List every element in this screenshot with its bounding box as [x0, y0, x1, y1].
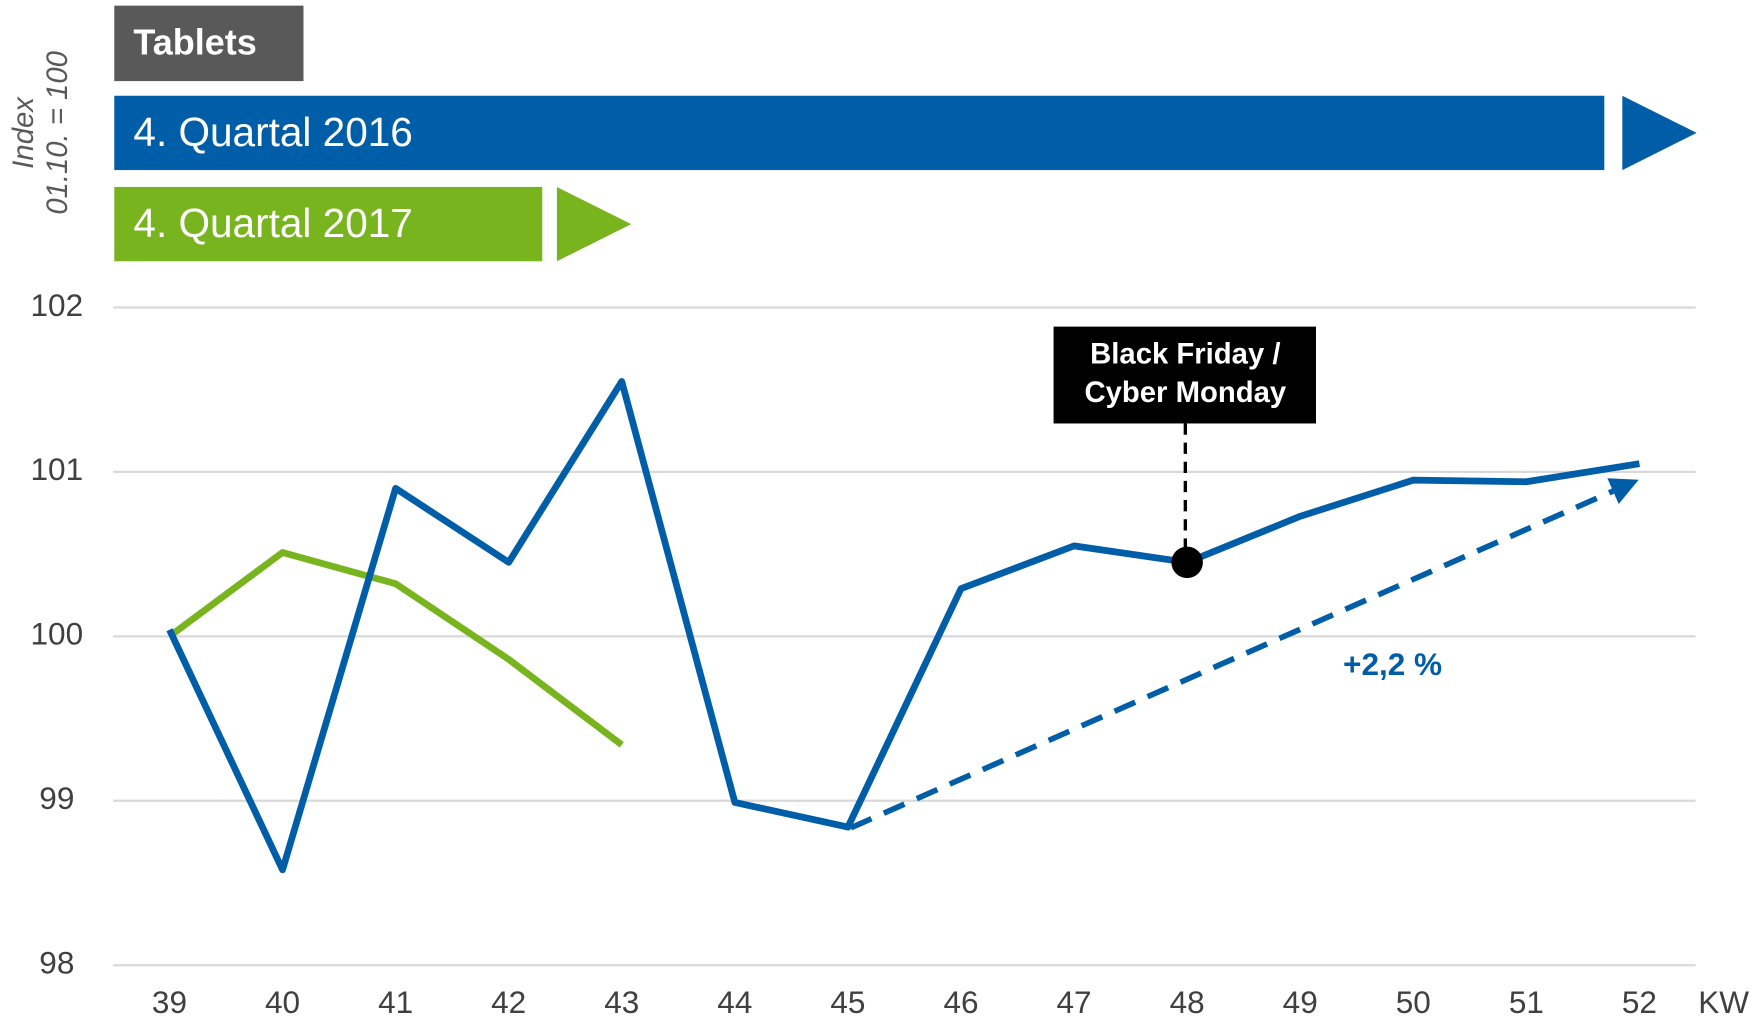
legend-label: 4. Quartal 2016 [133, 109, 412, 155]
series-line [167, 549, 624, 748]
event-label: Black Friday / [1090, 338, 1280, 371]
trend-arrow [849, 478, 1639, 831]
x-tick-label: 45 [830, 984, 865, 1017]
x-tick-label: 51 [1509, 984, 1544, 1017]
x-axis-label: KW [1698, 984, 1749, 1017]
y-tick-label: 100 [31, 616, 84, 652]
series-line [166, 378, 1640, 874]
y-label-line: Index [7, 96, 40, 169]
x-tick-label: 47 [1057, 984, 1092, 1017]
x-tick-label: 44 [717, 984, 752, 1017]
legend-arrow [1622, 95, 1697, 171]
legend-label: 4. Quartal 2017 [133, 200, 412, 246]
trend-label: +2,2 % [1343, 646, 1442, 682]
event-box [1053, 326, 1316, 424]
x-tick-label: 48 [1170, 984, 1205, 1017]
event-marker [1171, 546, 1203, 579]
y-tick-label: 98 [39, 945, 74, 981]
legend-arrow [556, 186, 632, 262]
y-tick-label: 101 [31, 451, 84, 487]
legend-banner [114, 186, 543, 262]
x-tick-label: 39 [152, 984, 187, 1017]
x-tick-label: 46 [943, 984, 978, 1017]
y-label-line: 01.10. = 100 [41, 50, 74, 214]
event-label: Cyber Monday [1085, 376, 1287, 409]
x-tick-label: 42 [491, 984, 526, 1017]
x-tick-label: 41 [378, 984, 413, 1017]
x-tick-label: 49 [1283, 984, 1318, 1017]
legend-banner [114, 95, 1605, 171]
y-tick-label: 102 [31, 287, 84, 323]
x-tick-label: 43 [604, 984, 639, 1017]
x-tick-label: 52 [1622, 984, 1657, 1017]
legend: 4. Quartal 2016 4. Quartal 2017 [114, 95, 1697, 262]
grid: 98 99 100 101 102 39 40 41 42 43 44 45 46 47 48 49 50 51 5… [31, 287, 1696, 1017]
y-axis-label: Index 01.10. = 100 [7, 50, 74, 214]
plot [166, 378, 1640, 874]
chart-title: Tablets [133, 22, 256, 63]
title-box [114, 5, 304, 82]
x-tick-label: 50 [1396, 984, 1431, 1017]
y-tick-label: 99 [39, 780, 74, 816]
x-tick-label: 40 [265, 984, 300, 1017]
